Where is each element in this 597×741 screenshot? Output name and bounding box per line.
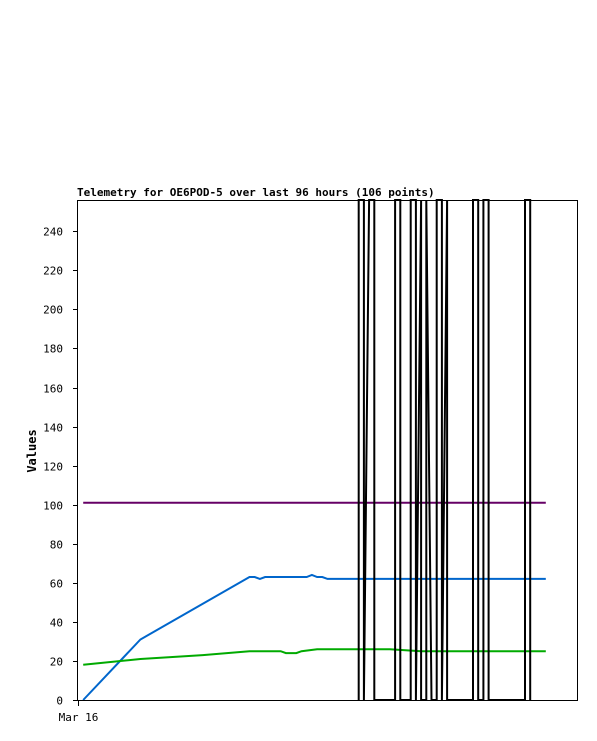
y-axis: 0 20 40 60 80 100 120 140 160 180 200 220 240 bbox=[43, 226, 78, 708]
y-tick-label: 40 bbox=[50, 617, 63, 630]
series-layer bbox=[82, 199, 546, 701]
y-tick-label: 80 bbox=[50, 539, 63, 552]
y-tick-label: 220 bbox=[43, 265, 63, 278]
y-tick-label: 100 bbox=[43, 500, 63, 513]
x-tick-label: Mar 16 bbox=[59, 711, 99, 724]
series-line-3 bbox=[357, 199, 532, 701]
series-line-2 bbox=[83, 648, 546, 666]
y-tick-label: 200 bbox=[43, 304, 63, 317]
y-tick-label: 20 bbox=[50, 656, 63, 669]
y-tick-label: 160 bbox=[43, 383, 63, 396]
x-axis: Mar 16 bbox=[59, 700, 99, 724]
y-tick-label: 0 bbox=[56, 695, 63, 708]
y-axis-label: Values bbox=[25, 429, 39, 472]
y-tick-label: 180 bbox=[43, 343, 63, 356]
y-tick-label: 60 bbox=[50, 578, 63, 591]
series-line-1 bbox=[82, 573, 546, 701]
y-tick-label: 120 bbox=[43, 461, 63, 474]
y-tick-label: 240 bbox=[43, 226, 63, 239]
chart-title: Telemetry for OE6POD-5 over last 96 hour… bbox=[77, 186, 435, 199]
plot-frame bbox=[77, 200, 578, 701]
y-tick-label: 140 bbox=[43, 422, 63, 435]
